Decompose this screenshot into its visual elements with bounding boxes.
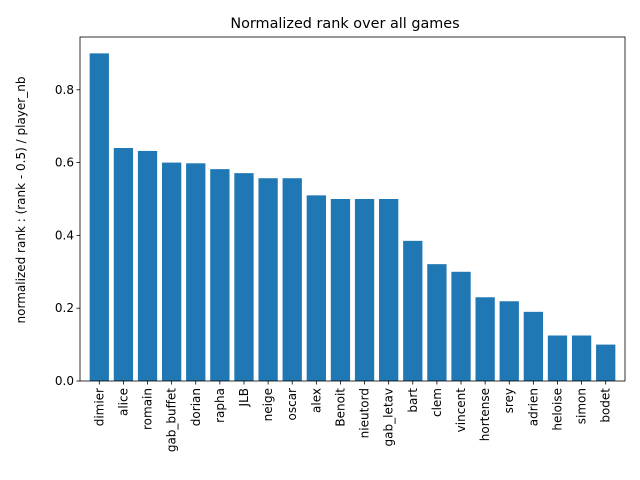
- bar-JLB: [234, 173, 254, 381]
- x-tick-label: clem: [430, 388, 444, 417]
- x-tick-label: oscar: [285, 388, 299, 421]
- x-tick-label: romain: [141, 388, 155, 430]
- bar-adrien: [523, 311, 544, 381]
- bar-alex: [306, 195, 326, 381]
- x-tick-label: gab_buffet: [165, 388, 179, 452]
- x-tick-label: dorian: [189, 388, 203, 426]
- bar-alice: [113, 148, 134, 381]
- y-axis-title: normalized rank : (rank - 0.5) / player_…: [14, 77, 28, 324]
- bar-dorian: [186, 163, 206, 381]
- bar-bodet: [596, 344, 616, 381]
- plot-frame: [79, 36, 626, 382]
- bar-romain: [137, 150, 158, 381]
- bar-heloise: [547, 335, 568, 381]
- bar-vincent: [451, 271, 471, 381]
- bar-nieutord: [354, 198, 375, 381]
- bar-Benoit: [330, 198, 351, 381]
- x-tick-label: rapha: [213, 388, 227, 423]
- y-tick-label: 0.4: [55, 228, 74, 242]
- x-tick-label: hortense: [478, 388, 492, 441]
- x-tick-label: simon: [575, 388, 589, 424]
- y-tick-label: 0.2: [55, 301, 74, 315]
- bar-oscar: [282, 178, 302, 381]
- y-tick-label: 0.8: [55, 83, 74, 97]
- x-tick-label: srey: [502, 388, 516, 413]
- x-tick-label: bart: [406, 388, 420, 413]
- y-tick-label: 0.6: [55, 156, 74, 170]
- x-tick-label: alice: [116, 388, 130, 416]
- bar-neige: [258, 178, 278, 381]
- bar-dimier: [89, 53, 109, 381]
- bar-gab_buffet: [161, 162, 182, 381]
- x-tick-label: neige: [261, 388, 275, 421]
- bar-gab_letav: [379, 198, 399, 381]
- x-tick-label: adrien: [526, 388, 540, 426]
- bar-srey: [499, 301, 519, 381]
- plot-area: dimier alice romain gab_buffet dorian rapha JL…: [55, 36, 626, 452]
- x-tick-label: bodet: [599, 388, 613, 423]
- bar-hortense: [475, 297, 495, 381]
- x-tick-label: nieutord: [358, 388, 372, 438]
- chart-title: Normalized rank over all games: [230, 16, 459, 32]
- x-tick-label: Benoit: [333, 388, 347, 427]
- bar-bart: [403, 240, 423, 381]
- bar-simon: [571, 335, 592, 381]
- x-tick-label: gab_letav: [382, 388, 396, 446]
- x-tick-label: alex: [309, 388, 323, 413]
- bar-clem: [427, 264, 447, 381]
- x-tick-label: dimier: [92, 388, 106, 426]
- y-tick-label: 0.0: [55, 374, 74, 388]
- x-tick-label: vincent: [454, 388, 468, 433]
- bar-rapha: [210, 169, 230, 381]
- x-tick-label: JLB: [237, 388, 251, 407]
- x-tick-label: heloise: [550, 388, 564, 431]
